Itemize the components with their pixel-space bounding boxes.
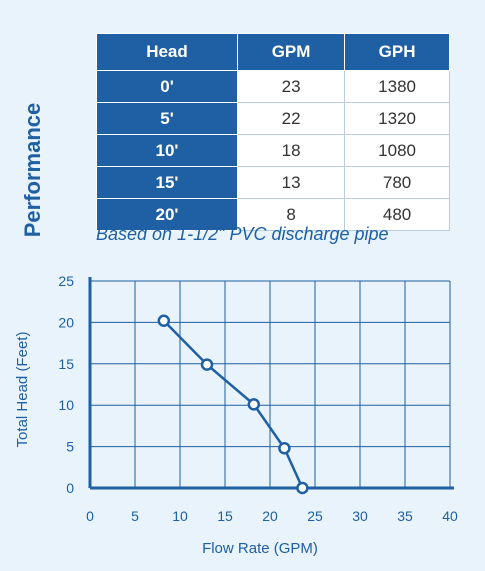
x-tick-label: 35 bbox=[397, 508, 413, 524]
data-point-marker bbox=[200, 358, 214, 371]
table-header-row: Head GPM GPH bbox=[96, 33, 450, 71]
series-line bbox=[162, 319, 304, 489]
y-tick-label: 0 bbox=[66, 480, 74, 496]
y-tick-label: 15 bbox=[58, 356, 74, 372]
y-axis-label: Total Head (Feet) bbox=[14, 332, 31, 448]
chart-tick-labels: 0 5 10 15 20 25 30 35 40 0 5 10 15 20 25 bbox=[58, 273, 458, 524]
x-tick-label: 15 bbox=[217, 508, 233, 524]
pipe-note: Based on 1-1/2" PVC discharge pipe bbox=[96, 224, 389, 244]
row-head: 15' bbox=[96, 166, 238, 199]
row-head: 10' bbox=[96, 134, 238, 167]
x-tick-label: 5 bbox=[131, 508, 139, 524]
data-point-marker bbox=[157, 314, 171, 327]
table-row: 5' 22 1320 bbox=[96, 102, 450, 135]
data-point-marker bbox=[247, 398, 261, 411]
performance-title: Performance bbox=[20, 102, 45, 238]
header-head: Head bbox=[96, 33, 238, 71]
data-point-marker bbox=[278, 442, 291, 455]
header-gph: GPH bbox=[344, 33, 450, 71]
row-head: 0' bbox=[96, 70, 238, 103]
chart-axes bbox=[88, 277, 454, 490]
row-gph: 1320 bbox=[344, 102, 450, 135]
row-gph: 1380 bbox=[344, 70, 450, 103]
y-tick-label: 20 bbox=[58, 314, 74, 330]
chart-series bbox=[157, 314, 309, 495]
y-tick-label: 25 bbox=[58, 273, 74, 289]
x-tick-label: 30 bbox=[352, 508, 368, 524]
row-head: 5' bbox=[96, 102, 238, 135]
y-tick-label: 10 bbox=[58, 397, 74, 413]
x-tick-label: 10 bbox=[172, 508, 188, 524]
y-tick-label: 5 bbox=[66, 439, 74, 455]
row-gph: 780 bbox=[344, 166, 450, 199]
data-point-marker bbox=[296, 481, 309, 495]
x-tick-label: 0 bbox=[86, 508, 94, 524]
table-row: 0' 23 1380 bbox=[96, 70, 450, 103]
performance-chart: 0 5 10 15 20 25 30 35 40 0 5 10 15 20 25 Flow Rate (GP… bbox=[14, 273, 458, 557]
row-gph: 1080 bbox=[344, 134, 450, 167]
x-tick-label: 20 bbox=[262, 508, 278, 524]
table-row: 20' 8 480 bbox=[96, 198, 450, 231]
row-head: 20' bbox=[96, 198, 238, 231]
row-gph: 480 bbox=[344, 198, 450, 231]
chart-grid bbox=[90, 280, 451, 488]
performance-table: Head GPM GPH 0' 23 1380 5' 22 1320 10' 1… bbox=[96, 33, 450, 231]
x-tick-label: 40 bbox=[442, 508, 458, 524]
table-row: 15' 13 780 bbox=[96, 166, 450, 199]
row-gpm: 22 bbox=[236, 102, 346, 135]
header-gpm: GPM bbox=[236, 33, 346, 71]
row-gpm: 13 bbox=[236, 166, 346, 199]
row-gpm: 8 bbox=[236, 198, 346, 231]
table-row: 10' 18 1080 bbox=[96, 134, 450, 167]
row-gpm: 23 bbox=[236, 70, 346, 103]
row-gpm: 18 bbox=[236, 134, 346, 167]
x-axis-label: Flow Rate (GPM) bbox=[202, 540, 318, 557]
x-tick-label: 25 bbox=[307, 508, 323, 524]
